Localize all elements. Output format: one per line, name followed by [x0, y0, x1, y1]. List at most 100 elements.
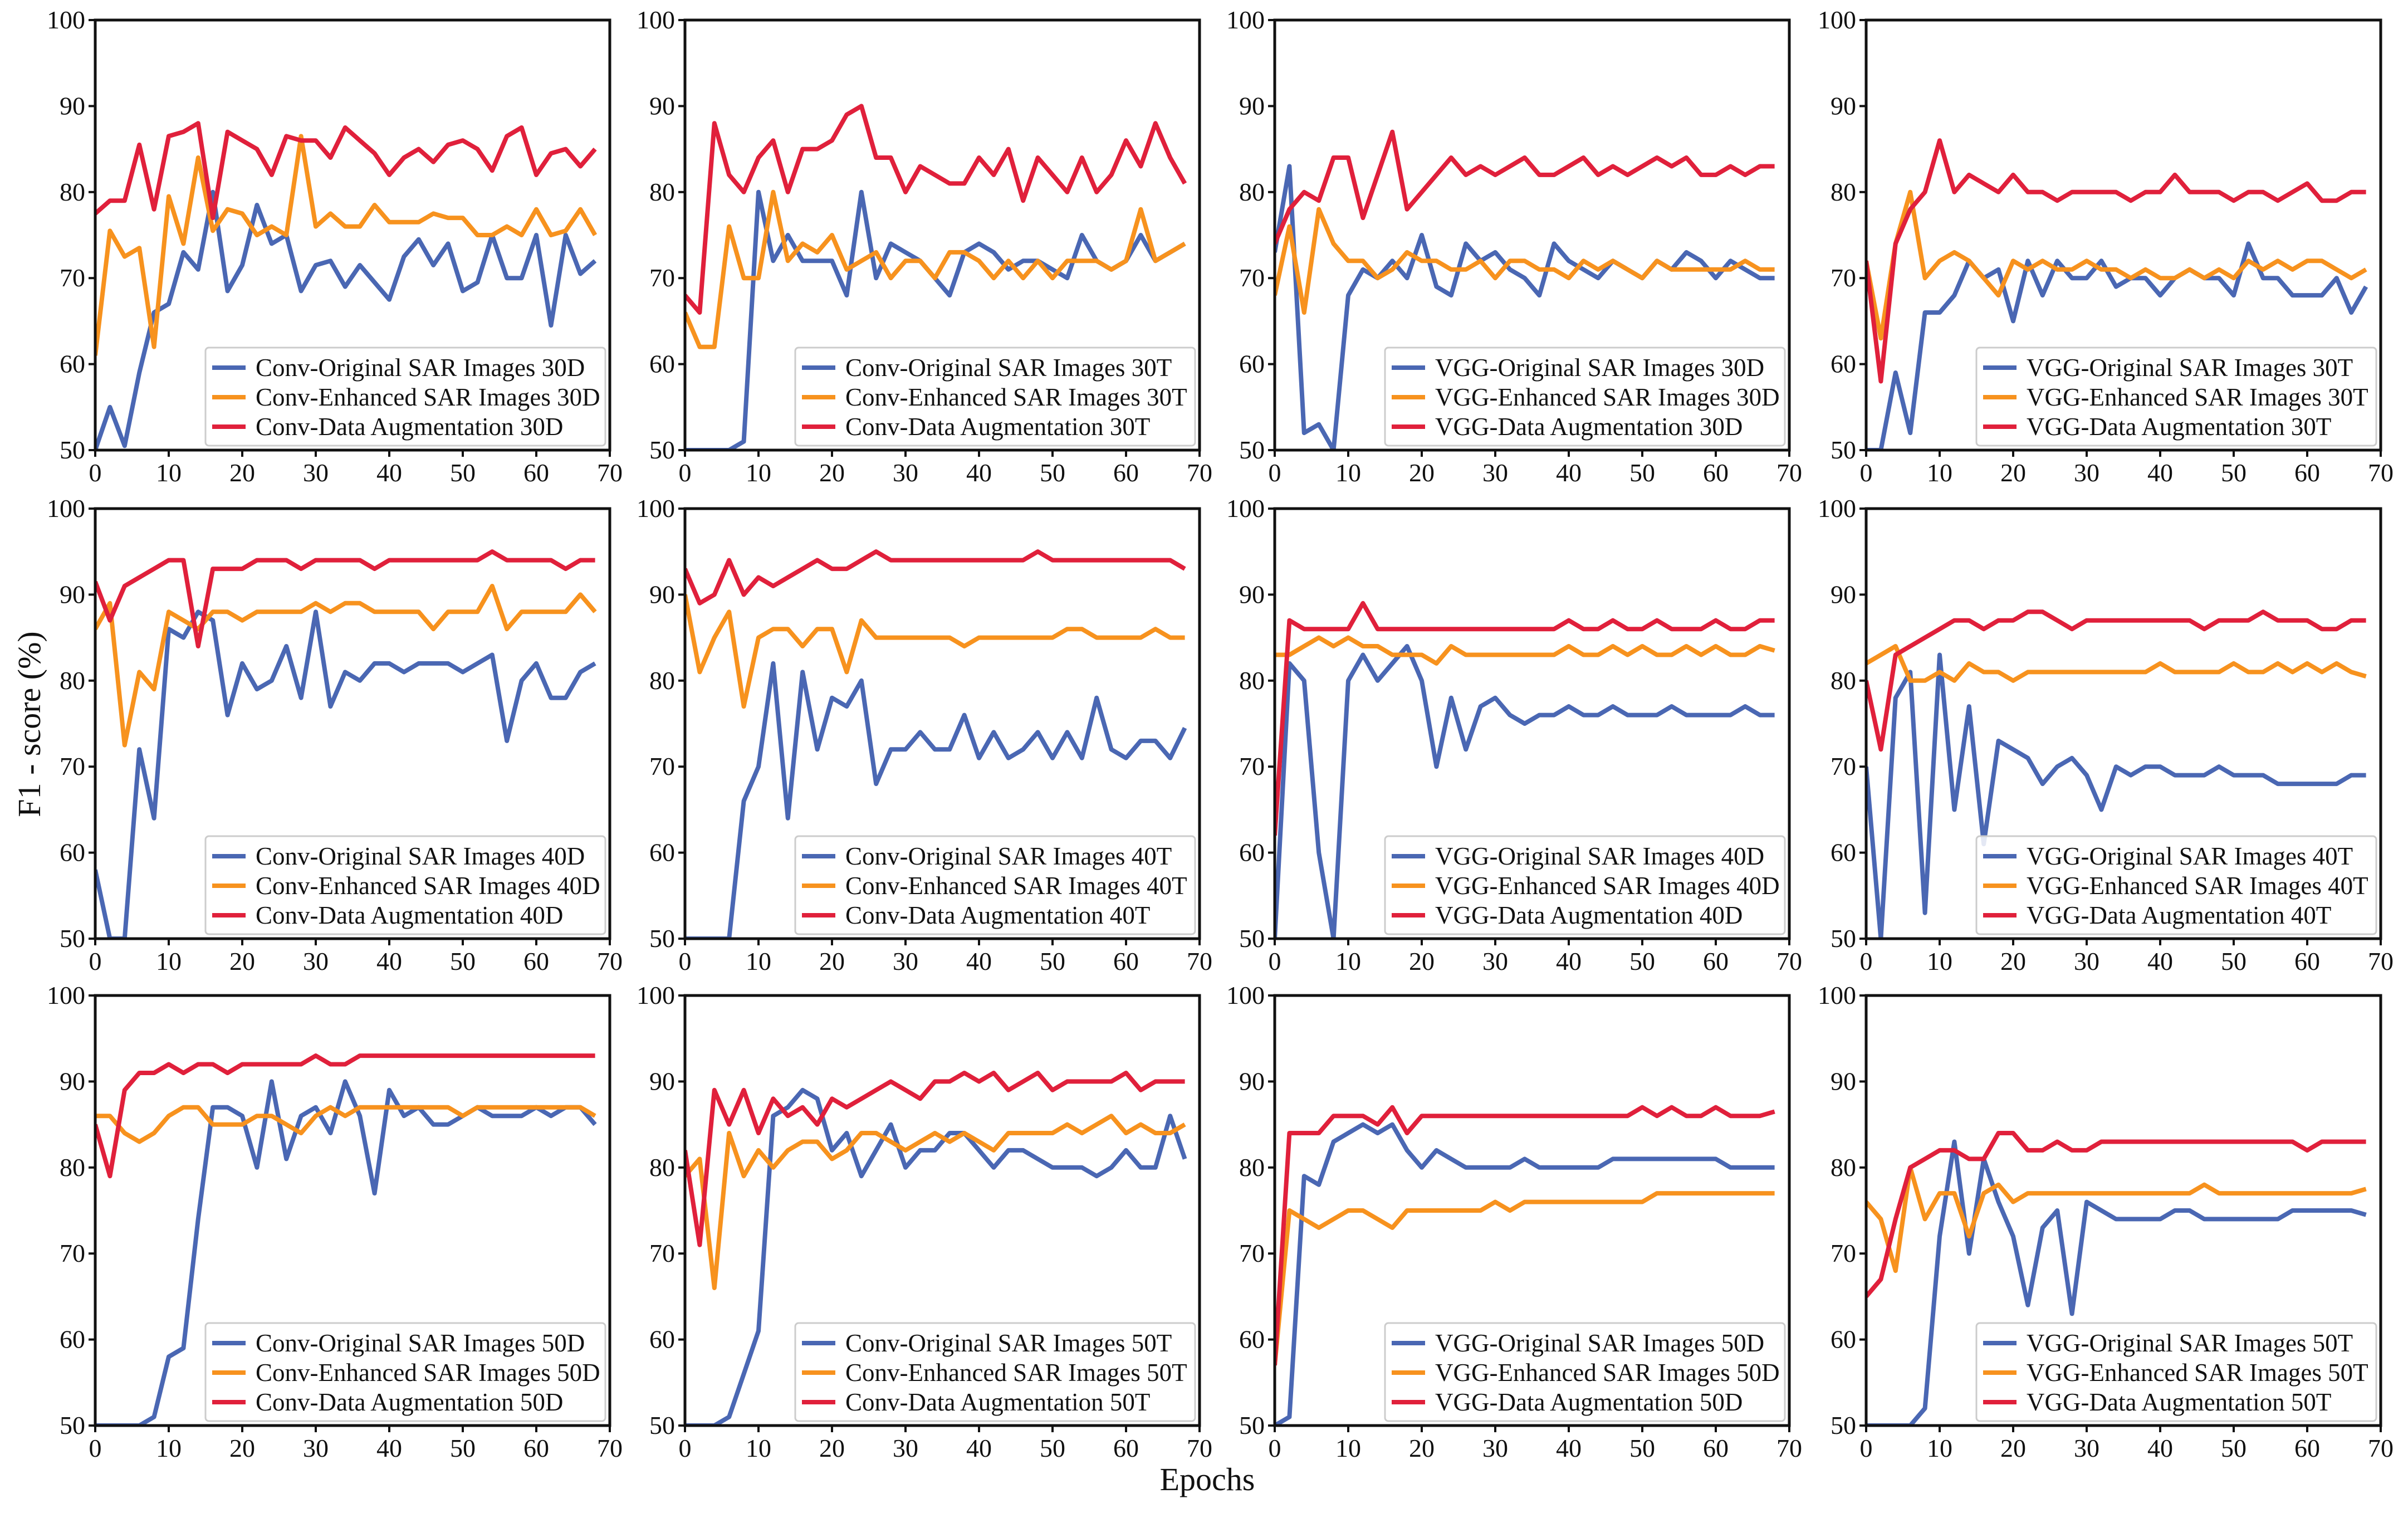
legend-label: Conv-Enhanced SAR Images 40D	[256, 872, 600, 900]
x-tick-label: 70	[1187, 458, 1212, 487]
legend-label: Conv-Data Augmentation 40D	[256, 901, 563, 929]
subplot-11: 50 60 70 80 90 100 0 10 20 30 40 50 60 70 VGG-Original…	[1226, 981, 1802, 1462]
x-tick-label: 40	[1556, 1434, 1582, 1462]
y-tick-label: 90	[649, 1067, 675, 1095]
legend-label: VGG-Enhanced SAR Images 50D	[1435, 1359, 1780, 1387]
legend-label: Conv-Data Augmentation 40T	[845, 901, 1150, 929]
legend-label: VGG-Data Augmentation 50T	[2027, 1388, 2331, 1416]
x-tick-label: 50	[450, 1434, 476, 1462]
x-tick-label: 30	[1482, 1434, 1508, 1462]
x-tick-label: 0	[89, 1434, 102, 1462]
legend-label: Conv-Data Augmentation 50T	[845, 1388, 1150, 1416]
legend-label: Conv-Enhanced SAR Images 50D	[256, 1359, 600, 1387]
x-tick-label: 70	[597, 947, 623, 975]
legend: Conv-Original SAR Images 40TConv-Enhance…	[794, 835, 1196, 935]
y-tick-label: 100	[47, 494, 85, 523]
y-tick-label: 100	[1818, 981, 1856, 1009]
x-tick-label: 70	[597, 1434, 623, 1462]
y-tick-label: 90	[1831, 580, 1856, 608]
series-line-original	[685, 1087, 1187, 1426]
x-tick-label: 0	[89, 947, 102, 975]
legend-label: VGG-Original SAR Images 40T	[2027, 842, 2353, 870]
series-line-augmentation	[685, 1071, 1185, 1247]
subplot-2: 50 60 70 80 90 100 0 10 20 30 40 50 60 70 Conv-Origina…	[637, 6, 1212, 487]
x-tick-label: 40	[376, 947, 402, 975]
legend-label: VGG-Data Augmentation 30T	[2027, 413, 2331, 441]
legend-label: VGG-Enhanced SAR Images 40D	[1435, 872, 1780, 900]
x-tick-label: 20	[2000, 1434, 2026, 1462]
y-tick-label: 50	[1831, 1411, 1856, 1439]
y-tick-label: 60	[1239, 838, 1265, 867]
y-tick-label: 70	[649, 1239, 675, 1267]
x-tick-label: 70	[1187, 947, 1212, 975]
y-tick-label: 70	[60, 752, 85, 780]
legend-label: Conv-Data Augmentation 50D	[256, 1388, 563, 1416]
legend-label: Conv-Original SAR Images 30T	[845, 354, 1172, 382]
legend-box	[1975, 346, 2377, 447]
x-tick-label: 0	[1269, 458, 1281, 487]
x-tick-label: 40	[2147, 1434, 2173, 1462]
x-tick-label: 10	[1927, 458, 1952, 487]
legend-box	[204, 1322, 606, 1422]
y-tick-label: 100	[1226, 981, 1265, 1009]
series-line-augmentation	[685, 104, 1187, 315]
x-tick-label: 30	[2074, 947, 2099, 975]
x-tick-label: 50	[1040, 1434, 1065, 1462]
series-line-enhanced	[685, 1114, 1186, 1290]
legend: VGG-Original SAR Images 50TVGG-Enhanced …	[1975, 1322, 2377, 1422]
legend-label: Conv-Original SAR Images 40D	[256, 842, 585, 870]
y-tick-label: 90	[60, 1067, 85, 1095]
y-tick-label: 70	[649, 752, 675, 780]
legend-label: Conv-Enhanced SAR Images 40T	[845, 872, 1187, 900]
x-tick-label: 70	[597, 458, 623, 487]
x-tick-label: 0	[89, 458, 102, 487]
x-tick-label: 30	[303, 1434, 329, 1462]
y-tick-label: 90	[1831, 1067, 1856, 1095]
y-tick-label: 100	[47, 981, 85, 1009]
legend-box	[794, 1322, 1196, 1422]
y-tick-label: 80	[649, 1153, 675, 1182]
x-tick-label: 20	[229, 458, 255, 487]
x-tick-label: 30	[893, 947, 918, 975]
x-tick-label: 60	[1113, 458, 1139, 487]
x-tick-label: 0	[1269, 947, 1281, 975]
legend-box	[1975, 835, 2377, 935]
legend-box	[204, 835, 606, 935]
axes-frame	[94, 18, 611, 452]
legend-label: VGG-Enhanced SAR Images 40T	[2027, 872, 2368, 900]
x-tick-label: 30	[303, 458, 329, 487]
x-tick-label: 10	[746, 458, 771, 487]
subplot-9: 50 60 70 80 90 100 0 10 20 30 40 50 60 70 Conv-Origina…	[47, 981, 623, 1462]
y-tick-label: 80	[1831, 666, 1856, 695]
subplot-6: 50 60 70 80 90 100 0 10 20 30 40 50 60 70 Conv-Origina…	[637, 494, 1212, 975]
x-tick-label: 40	[2147, 458, 2173, 487]
legend: Conv-Original SAR Images 50DConv-Enhance…	[204, 1322, 606, 1422]
legend: Conv-Original SAR Images 30TConv-Enhance…	[794, 346, 1196, 447]
y-tick-label: 90	[649, 580, 675, 608]
x-tick-label: 50	[2221, 1434, 2247, 1462]
legend-label: Conv-Enhanced SAR Images 50T	[845, 1359, 1187, 1387]
y-tick-label: 80	[1239, 666, 1265, 695]
x-tick-label: 30	[2074, 1434, 2099, 1462]
legend-label: VGG-Enhanced SAR Images 30T	[2027, 383, 2368, 411]
legend-box	[1975, 1322, 2377, 1422]
x-tick-label: 0	[1860, 458, 1873, 487]
series-line-enhanced	[95, 1105, 596, 1144]
x-tick-label: 20	[1409, 947, 1435, 975]
x-tick-label: 70	[1776, 947, 1802, 975]
legend-box	[1384, 1322, 1786, 1422]
x-tick-label: 60	[1703, 458, 1729, 487]
y-tick-label: 60	[1831, 350, 1856, 378]
series-line-original	[1275, 644, 1775, 939]
series-line-augmentation	[1866, 1131, 2366, 1298]
x-tick-label: 40	[376, 1434, 402, 1462]
series-line-augmentation	[1866, 609, 2366, 752]
series-line-original	[685, 661, 1187, 939]
x-tick-label: 40	[2147, 947, 2173, 975]
y-tick-label: 60	[1239, 1325, 1265, 1354]
x-tick-label: 30	[1482, 458, 1508, 487]
legend-label: Conv-Original SAR Images 50D	[256, 1329, 585, 1357]
subplot-8: 50 60 70 80 90 100 0 10 20 30 40 50 60 70 VGG-Original…	[1818, 494, 2394, 975]
legend: VGG-Original SAR Images 30DVGG-Enhanced …	[1384, 346, 1786, 447]
x-tick-label: 70	[2368, 1434, 2394, 1462]
